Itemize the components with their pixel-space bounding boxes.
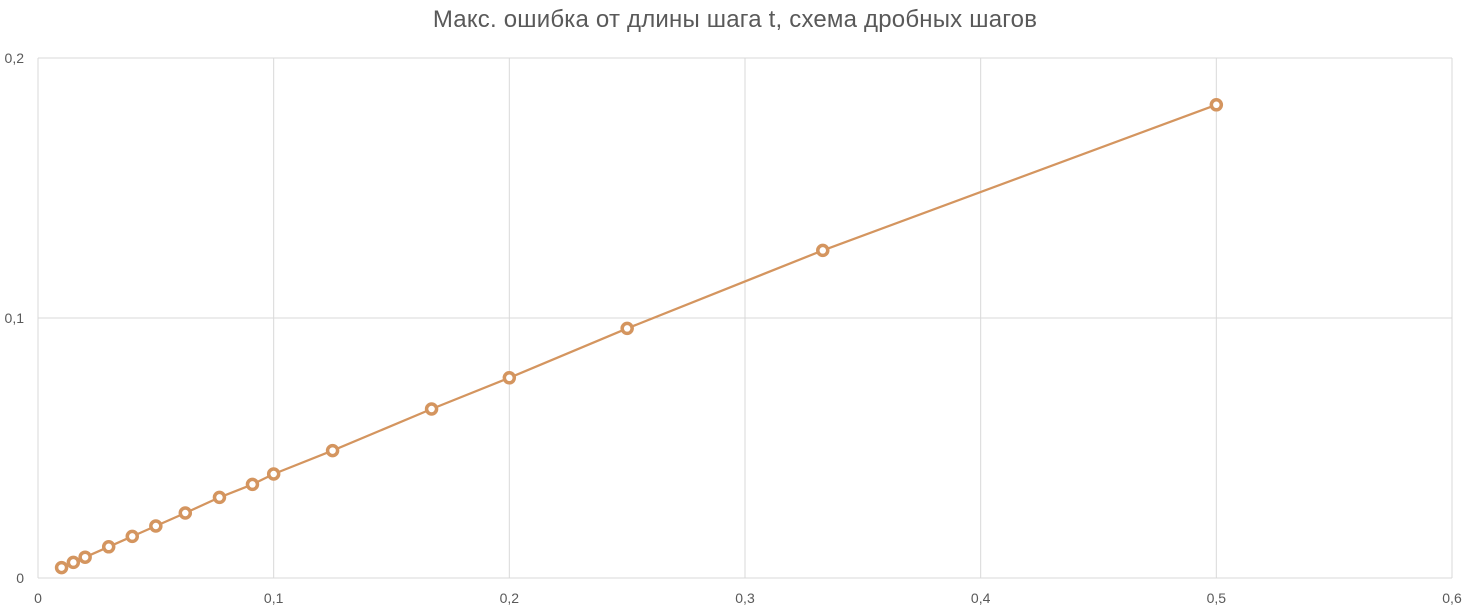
x-tick-label: 0,1 <box>264 590 284 606</box>
y-tick-label: 0,1 <box>5 310 25 326</box>
data-point <box>101 540 116 554</box>
data-point <box>816 243 830 258</box>
data-point <box>620 321 634 336</box>
x-tick-label: 0,4 <box>971 590 991 606</box>
data-point <box>66 555 81 570</box>
data-point <box>266 467 281 481</box>
data-point <box>125 529 140 544</box>
x-tick-label: 0,5 <box>1207 590 1227 606</box>
data-point <box>325 443 340 458</box>
y-tick-label: 0 <box>16 570 24 586</box>
data-point <box>149 519 163 533</box>
x-tick-label: 0,2 <box>500 590 520 606</box>
x-tick-label: 0,6 <box>1442 590 1462 606</box>
series-line <box>60 103 1218 569</box>
data-point <box>178 506 193 520</box>
data-point <box>424 402 439 416</box>
x-tick-label: 0 <box>34 590 42 606</box>
data-point <box>54 560 69 575</box>
data-point <box>78 550 92 564</box>
data-point <box>1209 98 1224 112</box>
x-tick-label: 0,3 <box>735 590 755 606</box>
data-point <box>502 371 517 385</box>
data-point <box>245 477 260 492</box>
y-tick-label: 0,2 <box>5 50 25 66</box>
chart-title: Макс. ошибка от длины шага t, схема дроб… <box>432 6 1038 33</box>
data-point <box>212 490 227 505</box>
